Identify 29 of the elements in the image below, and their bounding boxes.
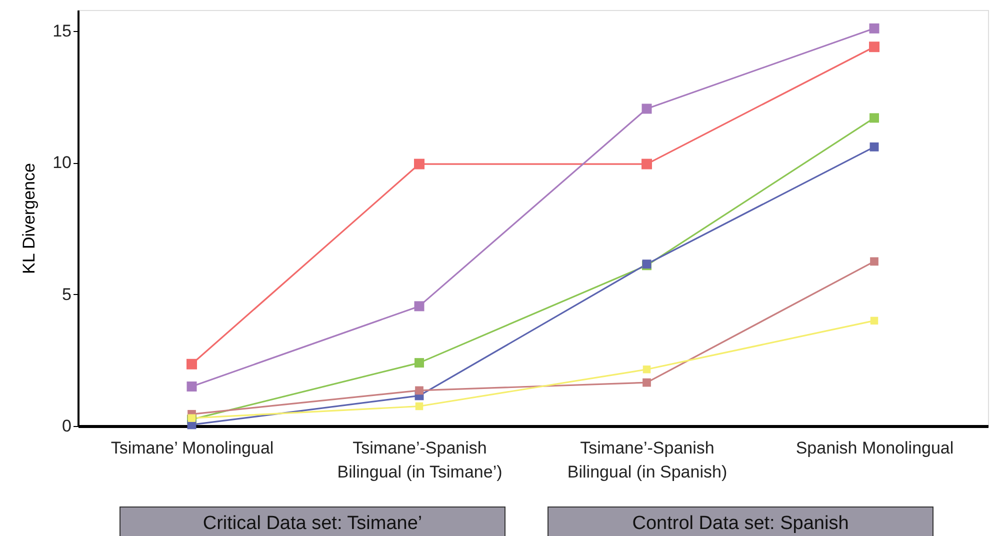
- point: [186, 382, 197, 392]
- y-tick-label: 5: [62, 284, 72, 304]
- point: [870, 316, 878, 325]
- y-tick-label: 10: [52, 153, 72, 172]
- point: [414, 301, 424, 312]
- point: [415, 386, 424, 395]
- text: Critical Data set: Tsimane’: [202, 513, 422, 534]
- point: [870, 113, 879, 123]
- point: [642, 366, 651, 374]
- point: [869, 23, 880, 34]
- y-tick-label: 15: [52, 22, 72, 41]
- point: [414, 358, 424, 368]
- point: [415, 402, 424, 410]
- text: Control Data set: Spanish: [632, 513, 849, 534]
- y-axis-title: KL Divergence: [20, 163, 39, 274]
- x-tick-label: Tsimane’-Spanish Bilingual (in Tsimane’): [337, 438, 502, 482]
- point: [642, 378, 651, 387]
- point: [870, 142, 879, 152]
- x-tick-label: Tsimane’-Spanish Bilingual (in Spanish): [567, 438, 728, 482]
- y-tick-label: 0: [62, 416, 72, 436]
- point: [870, 257, 878, 266]
- point: [642, 104, 652, 114]
- x-tick-label: Tsimane’ Monolingual: [110, 438, 274, 458]
- point: [186, 358, 197, 370]
- point: [188, 414, 196, 422]
- x-tick-label: Spanish Monolingual: [796, 438, 954, 458]
- point: [642, 158, 652, 170]
- point: [869, 42, 880, 52]
- point: [414, 158, 424, 170]
